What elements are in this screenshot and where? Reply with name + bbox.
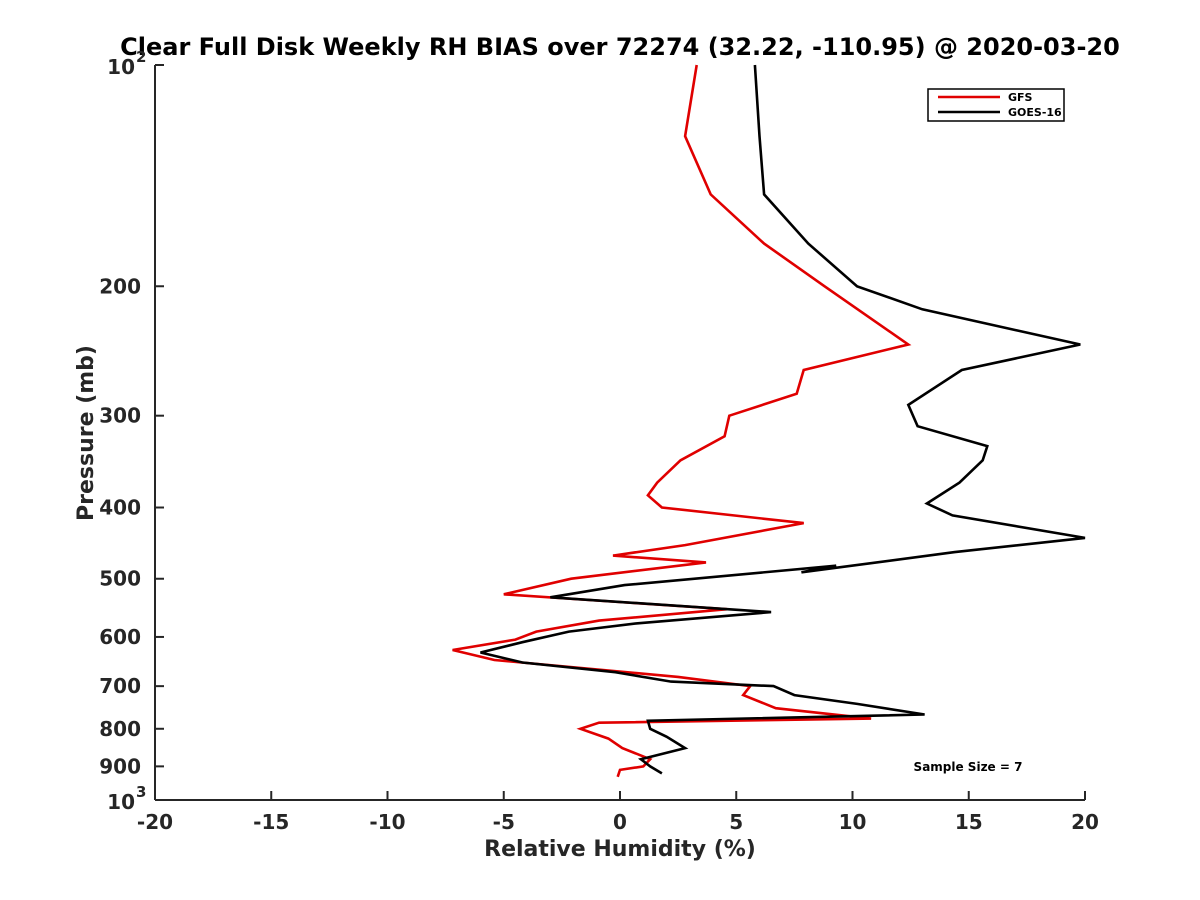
series-line-gfs (452, 64, 912, 778)
y-tick-label: 10 (107, 790, 135, 814)
legend-label-gfs: GFS (1008, 91, 1033, 104)
chart-title: Clear Full Disk Weekly RH BIAS over 7227… (120, 33, 1120, 61)
y-tick-label: 500 (99, 567, 141, 591)
x-tick-label: -10 (369, 810, 405, 834)
series-line-goes-16 (480, 64, 1086, 775)
y-tick-label: 400 (99, 496, 141, 520)
y-tick-label: 200 (99, 274, 141, 298)
y-tick-label: 700 (99, 674, 141, 698)
x-tick-label: 0 (613, 810, 627, 834)
y-tick-exponent: 2 (136, 48, 146, 66)
legend-label-goes16: GOES-16 (1008, 106, 1062, 119)
series-layer (452, 64, 1086, 778)
x-tick-label: -20 (137, 810, 173, 834)
x-ticks: -20 -15 -10 -5 0 5 10 15 20 (137, 791, 1099, 834)
y-tick-label: 900 (99, 754, 141, 778)
legend: GFS GOES-16 (927, 88, 1065, 122)
x-tick-label: 15 (955, 810, 983, 834)
x-tick-label: -5 (493, 810, 515, 834)
y-tick-label: 600 (99, 625, 141, 649)
x-tick-label: -15 (253, 810, 289, 834)
legend-box (927, 88, 1065, 122)
y-axis-label: Pressure (mb) (74, 345, 99, 521)
y-tick-label: 10 (107, 55, 135, 79)
x-tick-label: 20 (1071, 810, 1099, 834)
x-tick-label: 5 (729, 810, 743, 834)
x-axis-label: Relative Humidity (%) (484, 837, 756, 862)
y-tick-label: 300 (99, 404, 141, 428)
sample-size-note: Sample Size = 7 (914, 760, 1023, 774)
x-tick-label: 10 (839, 810, 867, 834)
plot-area (154, 65, 1085, 801)
y-tick-label: 800 (99, 717, 141, 741)
y-tick-exponent: 3 (136, 783, 146, 801)
